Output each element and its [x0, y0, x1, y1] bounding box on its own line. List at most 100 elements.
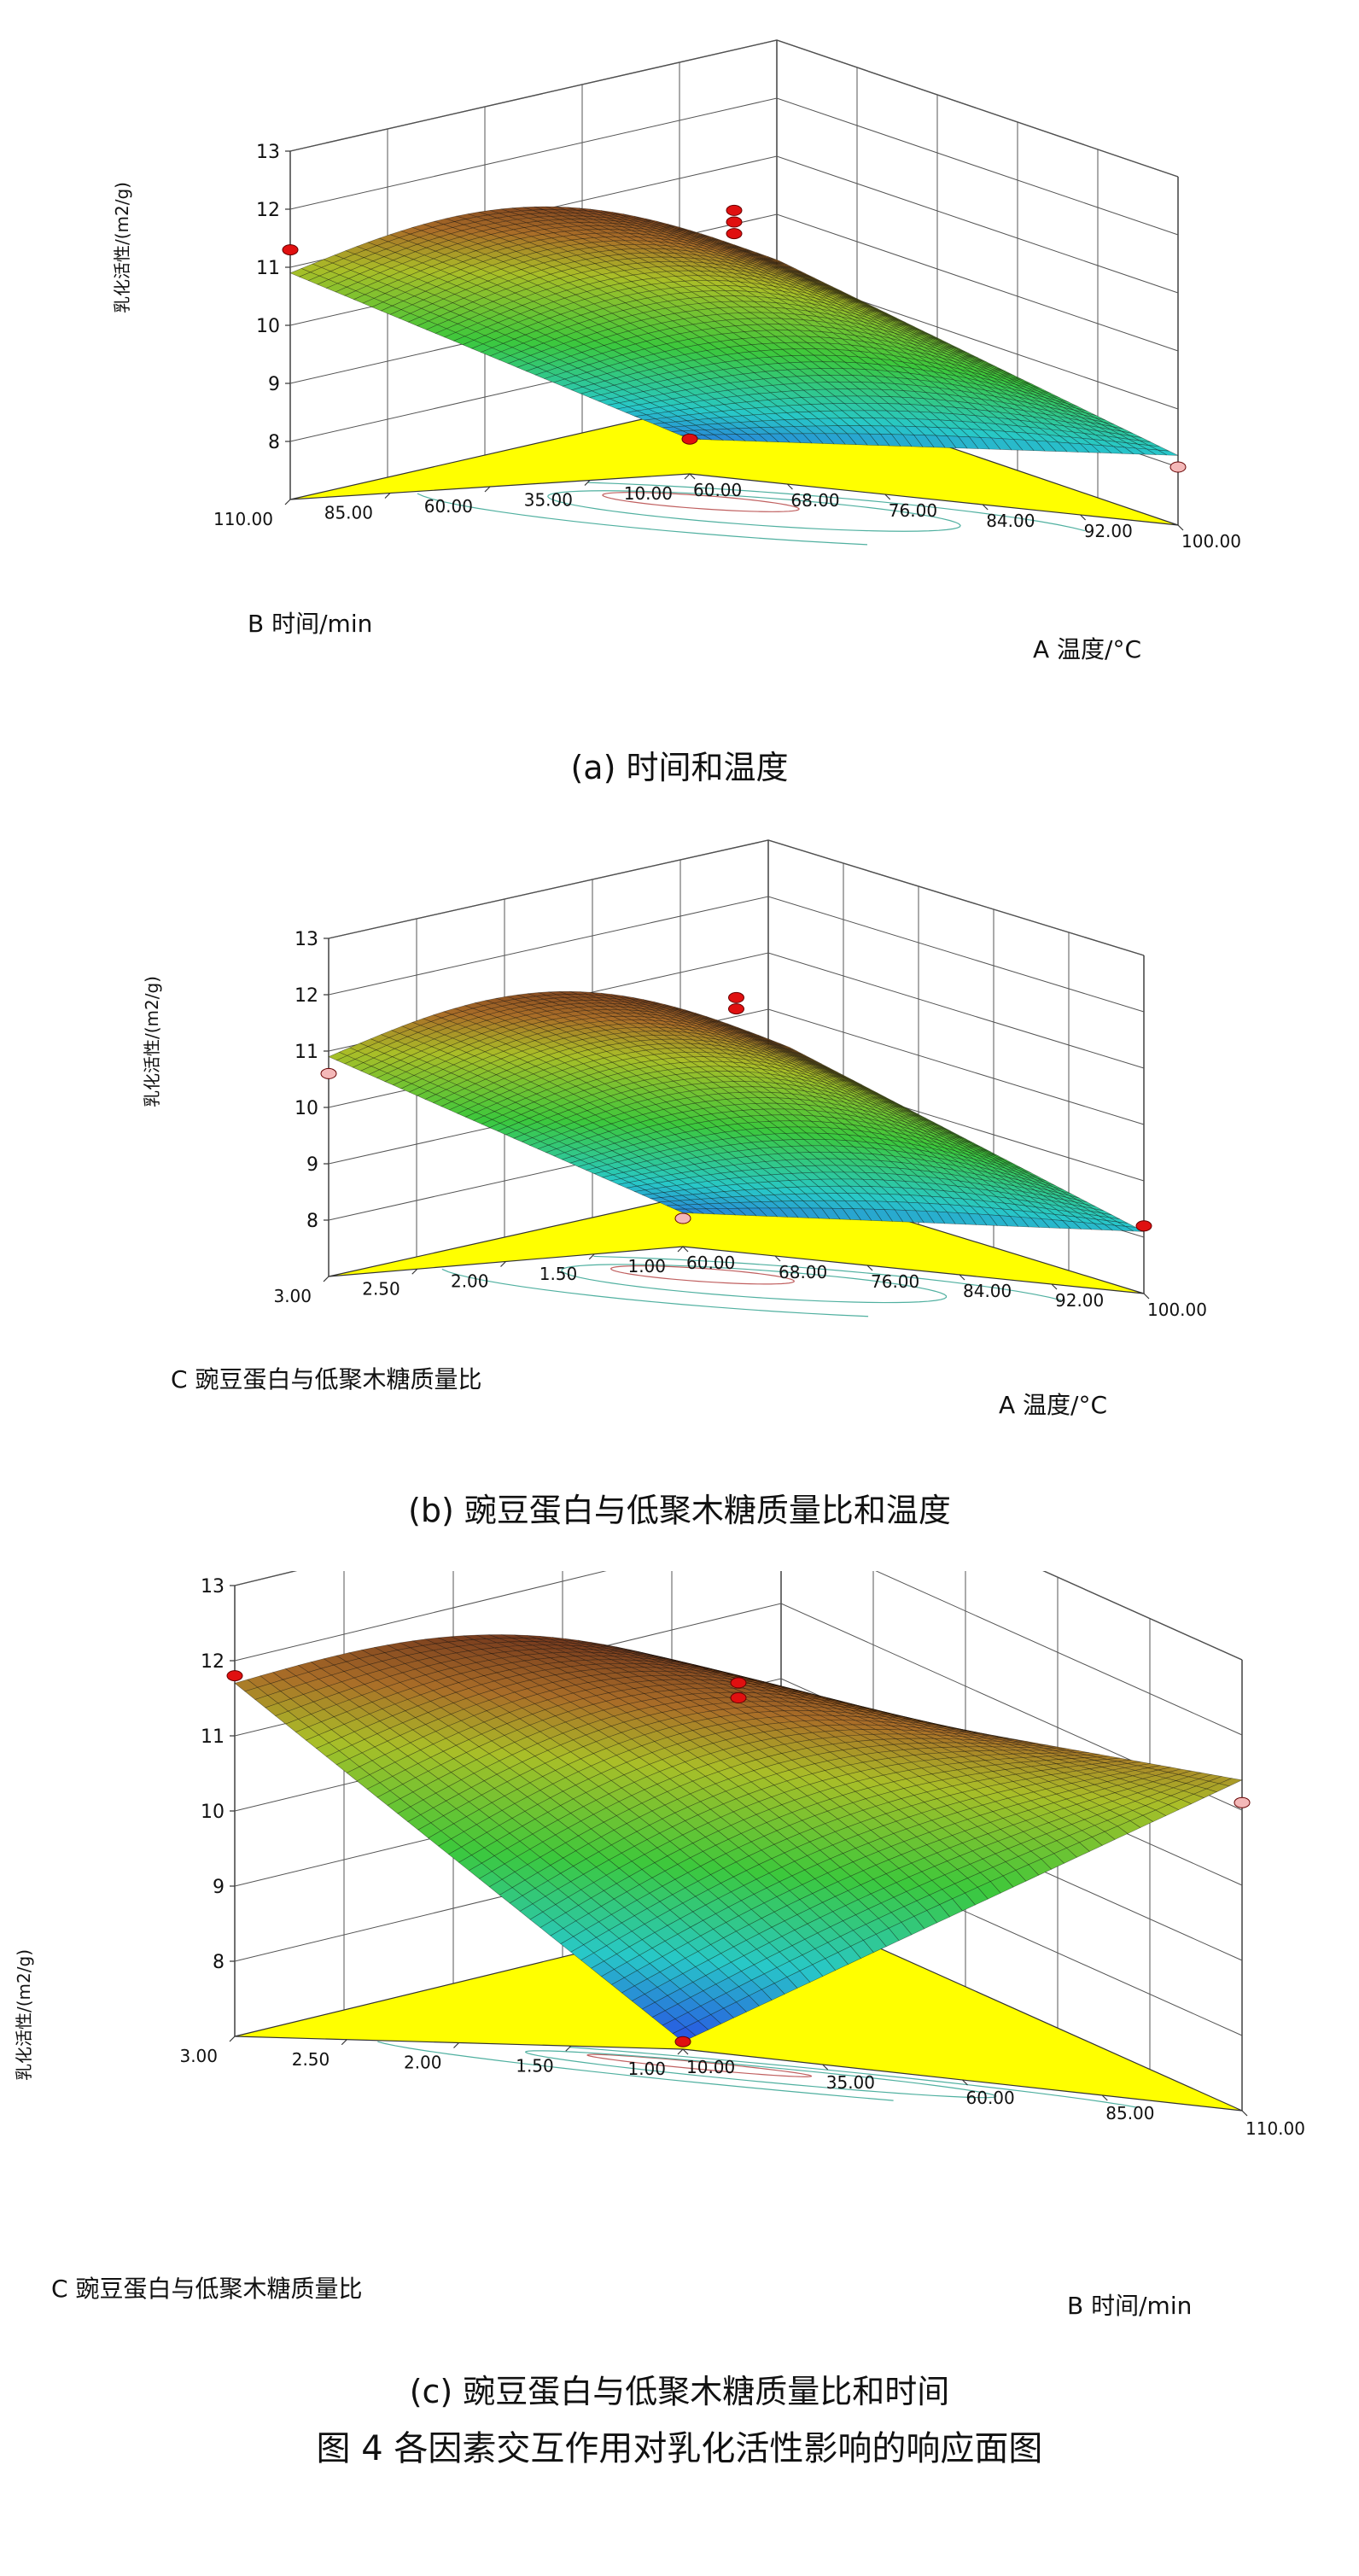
- surface-cell: [781, 265, 802, 274]
- surface-cell: [766, 1038, 785, 1048]
- surface-cell: [816, 1077, 836, 1086]
- contour-line: [561, 1264, 948, 1304]
- surface-cell: [734, 1026, 754, 1036]
- surface-cell: [538, 1081, 558, 1090]
- surface-cell: [532, 1644, 556, 1650]
- surface-cell: [406, 1694, 432, 1707]
- surface-cell: [808, 1152, 829, 1159]
- surface-cell: [1046, 1759, 1070, 1765]
- surface-cell: [743, 1031, 762, 1039]
- surface-cell: [765, 1188, 785, 1195]
- surface-cell: [412, 254, 435, 264]
- surface-cell: [825, 1094, 845, 1103]
- surface-cell: [836, 1096, 855, 1106]
- surface-cell: [1052, 404, 1073, 413]
- surface-cell: [957, 435, 979, 449]
- surface-cell: [470, 1643, 494, 1650]
- surface-cell: [773, 1049, 792, 1058]
- surface-cell: [1046, 1208, 1066, 1217]
- y-tick-label: 2.00: [451, 1271, 489, 1292]
- surface-cell: [767, 1097, 788, 1104]
- contour-line: [377, 2041, 894, 2101]
- surface-cell: [837, 1113, 856, 1121]
- surface-cell: [383, 1650, 409, 1659]
- surface-cell: [995, 1196, 1017, 1206]
- surface-cell: [560, 1130, 581, 1138]
- surface-cell: [614, 1001, 633, 1006]
- surface-cell: [872, 1733, 896, 1740]
- surface-cell: [344, 290, 366, 301]
- surface-cell: [908, 349, 930, 359]
- surface-cell: [610, 1092, 630, 1101]
- surface-cell: [781, 1054, 801, 1062]
- floor-contours: [377, 2041, 1138, 2108]
- surface-cell: [637, 1126, 657, 1136]
- surface-cell: [650, 1002, 670, 1008]
- surface-cell: [828, 1127, 849, 1136]
- surface-cell: [716, 1023, 736, 1031]
- surface-cell: [842, 1720, 866, 1726]
- surface-cell: [864, 1096, 884, 1107]
- surface-cell: [423, 1038, 443, 1048]
- surface-cell: [657, 1026, 677, 1032]
- surface-cell: [328, 1051, 348, 1061]
- surface-cell: [622, 307, 645, 316]
- surface-cell: [572, 1014, 593, 1020]
- surface-cell: [779, 1062, 799, 1071]
- surface-cell: [475, 280, 499, 290]
- surface-cell: [409, 1684, 435, 1696]
- surface-cell: [795, 1132, 815, 1140]
- surface-cell: [634, 414, 656, 421]
- surface-cell: [651, 1009, 671, 1015]
- surface-cell: [802, 1054, 822, 1065]
- x-tick: [959, 1274, 965, 1281]
- surface-cell: [643, 219, 664, 226]
- surface-cell: [674, 1007, 693, 1013]
- surface-cell: [630, 1173, 651, 1181]
- surface-cell: [1038, 1752, 1062, 1757]
- surface-cell: [745, 1076, 767, 1083]
- surface-cell: [696, 1017, 715, 1025]
- surface-cell: [582, 1695, 607, 1705]
- surface-cell: [810, 277, 831, 288]
- surface-cell: [553, 1152, 574, 1160]
- surface-cell: [767, 1715, 793, 1724]
- surface-cell: [940, 1154, 959, 1163]
- surface-cell: [706, 1052, 726, 1058]
- surface-cell: [380, 305, 402, 315]
- surface-cell: [390, 263, 412, 272]
- surface-cell: [849, 1129, 871, 1138]
- surface-cell: [489, 1058, 510, 1067]
- surface-cell: [607, 402, 629, 410]
- surface-cell: [550, 1044, 571, 1053]
- surface-cell: [547, 1141, 569, 1149]
- surface-cell: [447, 237, 470, 244]
- surface-cell: [812, 1706, 836, 1713]
- surface-cell: [372, 256, 394, 266]
- surface-cell: [615, 1653, 639, 1658]
- surface-cell: [707, 1025, 726, 1033]
- surface-cell: [704, 1027, 724, 1034]
- contour-line: [588, 482, 1085, 532]
- surface-cell: [580, 242, 603, 248]
- surface-cell: [597, 285, 619, 294]
- surface-cell: [685, 1009, 704, 1017]
- surface-cell: [534, 289, 557, 298]
- surface-cell: [929, 1747, 953, 1754]
- surface-cell: [763, 256, 784, 266]
- surface-cell: [703, 1016, 722, 1024]
- x-tick: [982, 504, 989, 511]
- surface-cell: [698, 1148, 719, 1156]
- surface-cell: [520, 1109, 540, 1119]
- surface-cell: [654, 248, 675, 254]
- surface-cell: [1082, 1206, 1102, 1213]
- surface-cell: [656, 1048, 676, 1054]
- x-tick-label: 68.00: [779, 1262, 827, 1282]
- surface-cell: [356, 1664, 381, 1674]
- surface-cell: [616, 218, 638, 225]
- surface-cell: [738, 1071, 759, 1078]
- surface-cell: [440, 1660, 464, 1669]
- surface-cell: [391, 1663, 417, 1674]
